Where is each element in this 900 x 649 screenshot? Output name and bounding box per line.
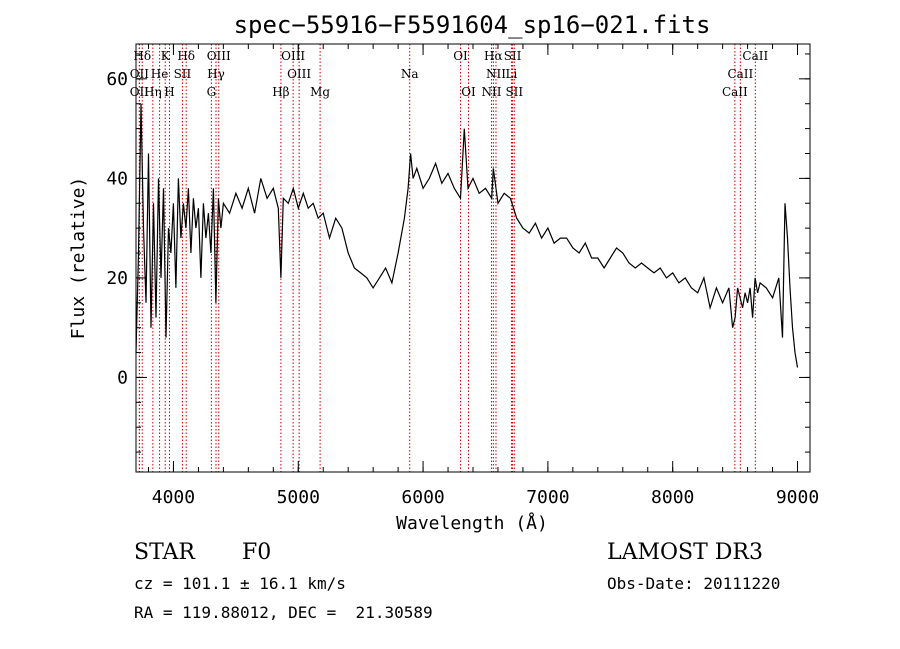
y-tick-label: 40 — [106, 168, 128, 189]
y-tick-label: 20 — [106, 268, 128, 289]
x-tick-label: 9000 — [776, 487, 819, 508]
y-tick-label: 0 — [117, 367, 128, 388]
x-axis-label: Wavelength (Å) — [396, 512, 548, 534]
emission-line-label: Hη — [144, 85, 162, 99]
emission-line-label: NII — [486, 67, 506, 81]
obs-date: Obs-Date: 20111220 — [607, 574, 781, 593]
redshift-readout: cz = 101.1 ± 16.1 km/s — [134, 574, 346, 593]
emission-line-label: OIII — [287, 67, 311, 81]
emission-line-label: Hβ — [272, 85, 289, 99]
emission-line-label: CaII — [727, 67, 753, 81]
emission-line-label: He — [151, 67, 169, 81]
emission-line-label: SII — [505, 85, 523, 99]
emission-line-label: H — [164, 85, 174, 99]
y-tick-label: 60 — [106, 69, 128, 90]
spectrum-line — [135, 103, 799, 368]
emission-line-label: Hγ — [207, 67, 225, 81]
emission-line-label: SII — [504, 49, 522, 63]
axis-ticks — [136, 44, 810, 472]
emission-line-label: Li — [506, 67, 518, 81]
coordinates: RA = 119.88012, DEC = 21.30589 — [134, 603, 433, 622]
emission-line-label: OIII — [281, 49, 305, 63]
plot-frame — [135, 43, 811, 473]
emission-line-label: Hα — [484, 49, 503, 63]
axis-tick-labels: 4000 5000 6000 7000 8000 9000 0 20 40 60 — [106, 69, 819, 508]
x-tick-label: 4000 — [152, 487, 195, 508]
emission-line-label: OIII — [207, 49, 231, 63]
x-tick-label: 6000 — [401, 487, 444, 508]
spectral-class: STAR — [134, 540, 195, 565]
emission-line-label: G — [207, 85, 217, 99]
emission-line-label: Hδ — [177, 49, 195, 63]
emission-line-label: OI — [461, 85, 476, 99]
y-axis-label: Flux (relative) — [68, 177, 89, 340]
x-tick-label: 8000 — [651, 487, 694, 508]
emission-line-label: NII — [481, 85, 501, 99]
spectral-subclass: F0 — [242, 540, 272, 565]
emission-line-label: Na — [401, 67, 419, 81]
emission-line-label: CaII — [742, 49, 768, 63]
emission-line-markers — [138, 44, 756, 472]
emission-line-label: SII — [174, 67, 192, 81]
survey-name: LAMOST DR3 — [607, 540, 763, 565]
emission-line-label: Mg — [310, 85, 330, 99]
emission-line-label: Hδ — [133, 49, 151, 63]
emission-line-label: OII — [130, 85, 150, 99]
emission-line-label: OI — [453, 49, 468, 63]
chart-title: spec−55916−F5591604_sp16−021.fits — [234, 11, 711, 39]
emission-line-label: OII — [130, 67, 150, 81]
emission-line-label: CaII — [722, 85, 748, 99]
emission-line-label: K — [161, 49, 171, 63]
x-tick-label: 7000 — [526, 487, 569, 508]
x-tick-label: 5000 — [277, 487, 320, 508]
